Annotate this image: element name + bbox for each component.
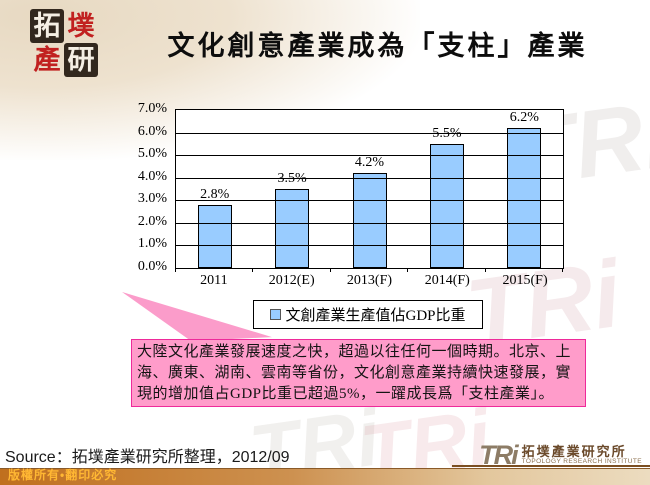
y-axis-tick-label: 7.0% bbox=[137, 101, 167, 116]
bar-value-label: 2.8% bbox=[200, 186, 230, 202]
bar-value-label: 3.5% bbox=[277, 171, 307, 186]
x-axis-label: 2012(E) bbox=[268, 273, 315, 288]
callout-text: 大陸文化產業發展速度之快，超過以往任何一個時期。北京、上海、廣東、湖南、雲南等省… bbox=[137, 344, 572, 402]
bar bbox=[507, 128, 542, 268]
bar-value-label: 6.2% bbox=[509, 110, 539, 126]
x-axis-label: 2015(F) bbox=[502, 273, 548, 288]
gridline bbox=[176, 222, 563, 224]
gridline bbox=[176, 200, 563, 202]
x-axis-tick bbox=[484, 268, 486, 272]
y-axis-tick-label: 6.0% bbox=[137, 123, 167, 139]
y-axis-tick-label: 1.0% bbox=[137, 236, 167, 252]
x-axis-label: 2011 bbox=[200, 273, 228, 288]
tri-seal-logo: 拓 墣 產 研 bbox=[30, 9, 98, 77]
bar bbox=[429, 143, 464, 268]
bar bbox=[352, 173, 387, 268]
legend-swatch-icon bbox=[270, 309, 282, 320]
x-axis-label: 2014(F) bbox=[424, 273, 470, 288]
callout-box: 大陸文化產業發展速度之快，超過以往任何一個時期。北京、上海、廣東、湖南、雲南等省… bbox=[131, 339, 586, 407]
seal-char: 產 bbox=[33, 44, 61, 75]
x-axis-tick bbox=[407, 268, 409, 272]
bar-slot: 2.8% bbox=[176, 186, 253, 268]
y-axis-tick-label: 3.0% bbox=[137, 191, 167, 207]
seal-char: 墣 bbox=[67, 10, 95, 41]
gridline bbox=[176, 245, 563, 247]
bar-value-label: 5.5% bbox=[432, 125, 462, 141]
gridline bbox=[176, 177, 563, 179]
gridline bbox=[176, 155, 563, 157]
tri-footer-logo: TRi 拓墣產業研究所 TOPOLOGY RESEARCH INSTITUTE bbox=[479, 440, 642, 470]
bar-value-label: 4.2% bbox=[354, 155, 385, 171]
y-axis-tick-label: 5.0% bbox=[137, 146, 167, 162]
seal-char: 研 bbox=[64, 43, 98, 77]
bar-slot: 4.2% bbox=[331, 156, 408, 268]
y-axis-tick-label: 4.0% bbox=[137, 168, 167, 184]
bar-slot: 3.5% bbox=[253, 172, 330, 268]
chart-bars: 2.8% 3.5% 4.2% 5.5% 6.2% bbox=[176, 110, 563, 268]
tri-company-name-en: TOPOLOGY RESEARCH INSTITUTE bbox=[521, 458, 642, 466]
footer-band: 版權所有•翻印必究 bbox=[0, 468, 650, 485]
x-axis-tick bbox=[562, 268, 563, 272]
y-axis-tick-label: 2.0% bbox=[137, 213, 167, 229]
logo-underline bbox=[452, 465, 650, 467]
legend-label: 文創產業生產值佔GDP比重 bbox=[285, 308, 466, 324]
bar-slot: 6.2% bbox=[486, 111, 563, 268]
x-axis-label: 2013(F) bbox=[346, 273, 393, 288]
copyright-notice: 版權所有•翻印必究 bbox=[8, 468, 118, 482]
seal-char: 拓 bbox=[30, 9, 64, 43]
bar-slot: 5.5% bbox=[408, 125, 485, 268]
chart-legend: 文創產業生產值佔GDP比重 bbox=[253, 300, 483, 329]
chart-plot-area: 2.8% 3.5% 4.2% 5.5% 6.2% bbox=[175, 109, 564, 269]
bar bbox=[275, 189, 310, 268]
x-axis-tick bbox=[329, 268, 331, 272]
x-axis-tick bbox=[252, 268, 254, 272]
page-title: 文化創意產業成為「支柱」產業 bbox=[167, 31, 588, 61]
tri-company-name-zh: 拓墣產業研究所 bbox=[521, 444, 627, 460]
bar bbox=[197, 204, 232, 268]
gridline bbox=[176, 132, 563, 134]
source-note: Source：拓墣產業研究所整理，2012/09 bbox=[5, 449, 290, 466]
chart-x-axis-labels: 2011 2012(E) 2013(F) 2014(F) 2015(F) bbox=[175, 273, 564, 289]
x-axis-tick bbox=[175, 268, 176, 272]
y-axis-tick-label: 0.0% bbox=[137, 259, 167, 274]
tri-logo-mark: TRi bbox=[479, 440, 518, 470]
